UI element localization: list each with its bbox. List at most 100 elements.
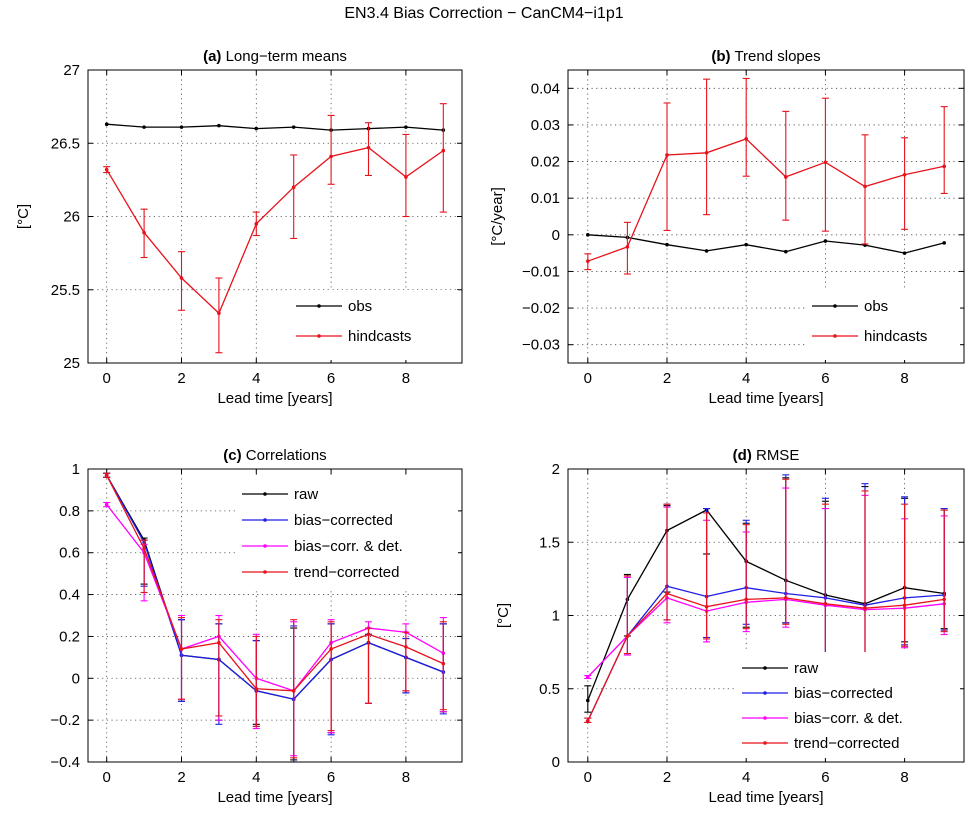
panel-title-prefix: (d) bbox=[733, 447, 752, 464]
data-point bbox=[586, 698, 590, 703]
data-point bbox=[366, 145, 371, 150]
legend-box bbox=[806, 290, 960, 360]
y-tick-label: 25 bbox=[63, 355, 80, 372]
data-point bbox=[863, 606, 867, 610]
y-tick-label: 0.04 bbox=[531, 80, 560, 97]
data-point bbox=[823, 601, 828, 606]
x-tick-label: 2 bbox=[177, 370, 185, 387]
legend-marker bbox=[263, 544, 267, 548]
series-line bbox=[587, 138, 945, 262]
legend: obs hindcasts bbox=[290, 290, 458, 360]
y-tick-label: 26 bbox=[63, 209, 80, 226]
x-tick-label: 4 bbox=[252, 769, 260, 786]
data-point bbox=[586, 675, 590, 679]
x-tick-label: 2 bbox=[663, 769, 671, 786]
y-tick-label: 0.03 bbox=[531, 117, 560, 134]
legend-label: bias−corrected bbox=[294, 512, 393, 529]
x-tick-label: 0 bbox=[584, 769, 592, 786]
data-point bbox=[404, 175, 408, 179]
legend-label: trend−corrected bbox=[294, 564, 399, 581]
y-tick-label: 1.5 bbox=[539, 534, 560, 551]
legend-marker bbox=[263, 492, 267, 496]
data-point bbox=[104, 502, 109, 507]
series-red bbox=[584, 478, 948, 723]
data-point bbox=[823, 239, 828, 243]
data-point bbox=[625, 634, 630, 638]
series-line bbox=[587, 585, 945, 722]
y-tick-label: 0.6 bbox=[59, 545, 80, 562]
x-tick-label: 6 bbox=[821, 370, 829, 387]
y-tick-label: 1 bbox=[72, 461, 80, 478]
series-line bbox=[587, 234, 945, 254]
series-red bbox=[103, 472, 447, 759]
y-tick-label: −0.4 bbox=[50, 754, 80, 771]
x-tick-label: 8 bbox=[402, 370, 410, 387]
panel-title: (c) Correlations bbox=[223, 447, 326, 464]
y-tick-label: 0 bbox=[72, 670, 80, 687]
legend-marker bbox=[763, 691, 767, 695]
x-tick-label: 4 bbox=[742, 370, 750, 387]
data-point bbox=[366, 632, 371, 637]
y-tick-label: 0.4 bbox=[59, 587, 80, 604]
axes-frame bbox=[567, 69, 965, 364]
panel-title: (d) RMSE bbox=[733, 447, 800, 464]
figure-title: EN3.4 Bias Correction − CanCM4−i1p1 bbox=[344, 5, 623, 22]
panel-title-prefix: (a) bbox=[203, 48, 221, 65]
data-point bbox=[586, 259, 590, 263]
data-point bbox=[179, 276, 184, 280]
panel-d: 0 2 4 6 8 0 0.5 1 1.5 2 (d) RMSE Lead time [years] [… bbox=[495, 447, 965, 806]
data-point bbox=[902, 251, 907, 255]
data-point bbox=[217, 640, 221, 645]
series-red bbox=[584, 77, 948, 275]
x-tick-label: 4 bbox=[742, 769, 750, 786]
panel-b: 0 2 4 6 8 −0.03 −0.02 −0.01 0 0.01 0.02 0.03 0.04 (b)… bbox=[489, 48, 965, 407]
y-tick-label: 0.5 bbox=[539, 681, 560, 698]
legend-label: obs bbox=[348, 298, 372, 315]
x-tick-label: 8 bbox=[900, 370, 908, 387]
x-tick-label: 0 bbox=[584, 370, 592, 387]
legend-label: bias−corrected bbox=[794, 685, 893, 702]
legend: raw bias−corrected bias−corr. & det. trend−… bbox=[736, 652, 960, 758]
data-point bbox=[254, 222, 259, 226]
data-point bbox=[784, 596, 788, 600]
legend-marker bbox=[763, 666, 767, 670]
x-tick-label: 6 bbox=[327, 370, 335, 387]
data-point bbox=[942, 241, 946, 245]
x-axis-label: Lead time [years] bbox=[217, 789, 332, 806]
data-point bbox=[404, 125, 408, 129]
panel-title-prefix: (b) bbox=[711, 48, 730, 65]
series-line bbox=[106, 475, 444, 692]
data-point bbox=[744, 597, 748, 602]
legend-label: obs bbox=[864, 298, 888, 315]
x-tick-label: 8 bbox=[402, 769, 410, 786]
data-point bbox=[217, 123, 221, 128]
x-axis-label: Lead time [years] bbox=[708, 390, 823, 407]
data-point bbox=[863, 184, 867, 189]
y-tick-label: 27 bbox=[63, 62, 80, 79]
data-point bbox=[179, 647, 184, 651]
legend-label: trend−corrected bbox=[794, 735, 899, 752]
y-tick-label: 0 bbox=[552, 754, 560, 771]
data-point bbox=[665, 242, 669, 247]
panel-title-text: Long−term means bbox=[221, 48, 347, 65]
panel-title-text: Trend slopes bbox=[731, 48, 821, 65]
panel-c: 0 2 4 6 8 −0.4 −0.2 0 0.2 0.4 0.6 0.8 1 (c) Correlati… bbox=[50, 447, 463, 806]
data-point bbox=[291, 185, 296, 189]
data-point bbox=[142, 230, 146, 235]
data-point bbox=[625, 245, 630, 249]
data-point bbox=[704, 249, 709, 253]
data-point bbox=[902, 603, 907, 608]
legend-label: bias−corr. & det. bbox=[794, 710, 903, 727]
data-point bbox=[665, 591, 669, 596]
series-red bbox=[103, 103, 447, 354]
data-point bbox=[291, 125, 296, 129]
series-line bbox=[106, 504, 444, 692]
data-point bbox=[329, 154, 333, 159]
legend-marker bbox=[833, 334, 837, 338]
legend-box bbox=[236, 478, 458, 588]
y-tick-label: −0.2 bbox=[50, 712, 80, 729]
legend: raw bias−corrected bias−corr. & det. trend−… bbox=[236, 478, 458, 588]
panel-title-text: RMSE bbox=[752, 447, 800, 464]
data-point bbox=[441, 148, 446, 153]
